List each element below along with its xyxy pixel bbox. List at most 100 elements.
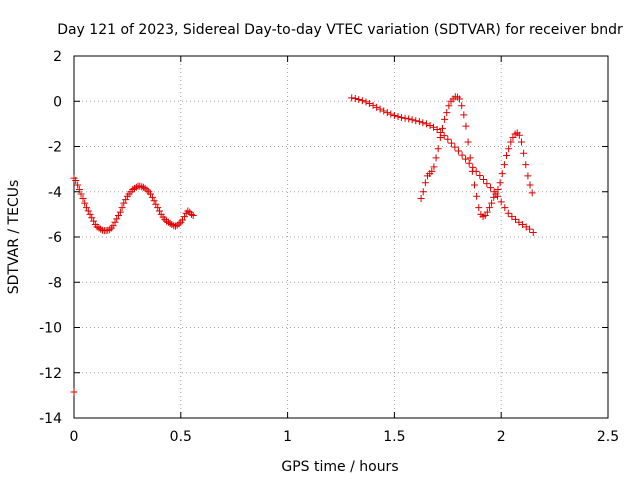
data-point (84, 207, 92, 215)
data-point (436, 133, 444, 141)
data-point (462, 155, 470, 163)
data-point (475, 204, 483, 212)
data-point (171, 222, 179, 230)
data-point (426, 121, 434, 129)
data-point (143, 186, 151, 194)
data-point (358, 97, 366, 105)
data-point (70, 388, 78, 396)
data-point (526, 181, 534, 189)
data-point (355, 95, 363, 103)
data-point (120, 199, 128, 207)
y-axis-label: SDTVAR / TECUs (6, 180, 22, 295)
data-point (419, 188, 427, 196)
data-point (460, 111, 468, 119)
data-point (434, 145, 442, 153)
data-point (90, 217, 98, 225)
data-point (86, 210, 94, 218)
data-point (515, 131, 523, 139)
data-point (488, 199, 496, 207)
data-point (362, 98, 370, 106)
data-point (494, 185, 502, 193)
data-point (519, 221, 527, 229)
data-point (118, 204, 126, 212)
data-point (524, 172, 532, 180)
data-point (365, 100, 373, 108)
data-point (429, 123, 437, 131)
data-point (498, 170, 506, 178)
series-segment-2-declining (348, 94, 537, 236)
data-point (155, 207, 163, 215)
data-point (458, 151, 466, 159)
data-point (503, 152, 511, 160)
data-point (417, 195, 425, 203)
data-point (438, 124, 446, 132)
data-point (380, 107, 388, 115)
data-point (430, 163, 438, 171)
y-tick-label: -12 (39, 366, 62, 382)
x-tick-label: 0.5 (170, 429, 192, 445)
data-point (512, 215, 520, 223)
data-point (464, 138, 472, 146)
y-axis-ticks: 2 0 -2 -4 -6 -8 -10 -12 -14 (39, 49, 608, 427)
data-point (401, 114, 409, 122)
data-point (501, 204, 509, 212)
data-point (114, 212, 122, 220)
data-point (152, 200, 160, 208)
data-point (476, 171, 484, 179)
data-point (376, 105, 384, 113)
data-point (440, 132, 448, 140)
data-point (479, 176, 487, 184)
y-tick-label: -4 (48, 185, 62, 201)
data-point (458, 102, 466, 110)
data-point (397, 114, 405, 122)
series-segment-1 (70, 174, 197, 235)
y-tick-label: 0 (53, 94, 62, 110)
data-point (166, 219, 174, 227)
data-point (77, 190, 85, 198)
data-point (507, 138, 515, 146)
data-point (383, 109, 391, 117)
data-point (419, 119, 427, 127)
data-point (82, 204, 90, 212)
data-point (428, 167, 436, 175)
data-point (485, 204, 493, 212)
chart-title: Day 121 of 2023, Sidereal Day-to-day VTE… (57, 22, 623, 38)
data-point (526, 225, 534, 233)
data-point (443, 109, 451, 117)
data-point (187, 210, 195, 218)
data-point (412, 117, 420, 125)
data-point (154, 204, 162, 212)
data-point (74, 181, 82, 189)
data-point (75, 185, 83, 193)
data-point (483, 180, 491, 188)
data-point (421, 179, 429, 187)
data-point (497, 198, 505, 206)
data-point (508, 213, 516, 221)
series-segment-3-oscillating (417, 93, 536, 221)
data-point (387, 110, 395, 118)
data-point (113, 215, 121, 223)
data-point (447, 139, 455, 147)
data-point (487, 184, 495, 192)
x-axis-ticks: 0 0.5 1 1.5 2 2.5 (70, 56, 619, 445)
data-point (504, 209, 512, 217)
y-tick-label: -8 (48, 275, 62, 291)
data-points (70, 93, 537, 396)
data-point (454, 147, 462, 155)
data-point (415, 118, 423, 126)
data-point (351, 95, 359, 103)
data-point (111, 218, 119, 226)
data-point (515, 218, 523, 226)
data-point (441, 115, 449, 123)
y-tick-label: -6 (48, 230, 62, 246)
series-outlier (70, 388, 78, 396)
data-point (433, 126, 441, 134)
data-point (148, 193, 156, 201)
data-point (405, 115, 413, 123)
data-point (122, 196, 130, 204)
x-tick-label: 1.5 (383, 429, 405, 445)
data-point (492, 190, 500, 198)
data-point (471, 181, 478, 189)
data-point (390, 112, 398, 120)
